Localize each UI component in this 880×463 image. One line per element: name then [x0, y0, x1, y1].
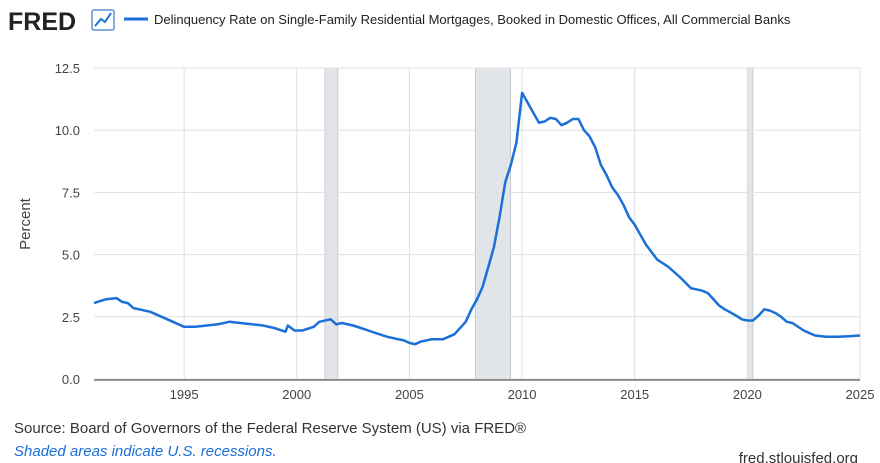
- x-tick-label: 2020: [733, 387, 762, 402]
- x-tick-label: 2025: [846, 387, 875, 402]
- source: Source: Board of Governors of the Federa…: [14, 420, 526, 437]
- x-tick-label: 2005: [395, 387, 424, 402]
- brand-logo: FRED: [8, 8, 76, 36]
- y-tick-label: 12.5: [55, 61, 80, 76]
- x-tick-label: 2010: [508, 387, 537, 402]
- y-tick-label: 10.0: [55, 123, 80, 138]
- recession-band: [474, 67, 512, 380]
- x-tick-label: 2015: [620, 387, 649, 402]
- y-tick-label: 0.0: [62, 372, 80, 387]
- y-axis-label: Percent: [17, 197, 34, 250]
- x-tick-label: 2000: [282, 387, 311, 402]
- legend-label: Delinquency Rate on Single-Family Reside…: [154, 12, 791, 27]
- site: fred.stlouisfed.org: [739, 450, 858, 463]
- recession-band: [324, 67, 339, 380]
- y-tick-label: 5.0: [62, 248, 80, 263]
- recession-band: [747, 67, 754, 380]
- y-tick-label: 7.5: [62, 185, 80, 200]
- x-tick-label: 1995: [170, 387, 199, 402]
- logo-icon: [91, 9, 115, 31]
- y-tick-label: 2.5: [62, 310, 80, 325]
- note: Shaded areas indicate U.S. recessions.: [14, 443, 277, 460]
- series-line: [93, 91, 861, 346]
